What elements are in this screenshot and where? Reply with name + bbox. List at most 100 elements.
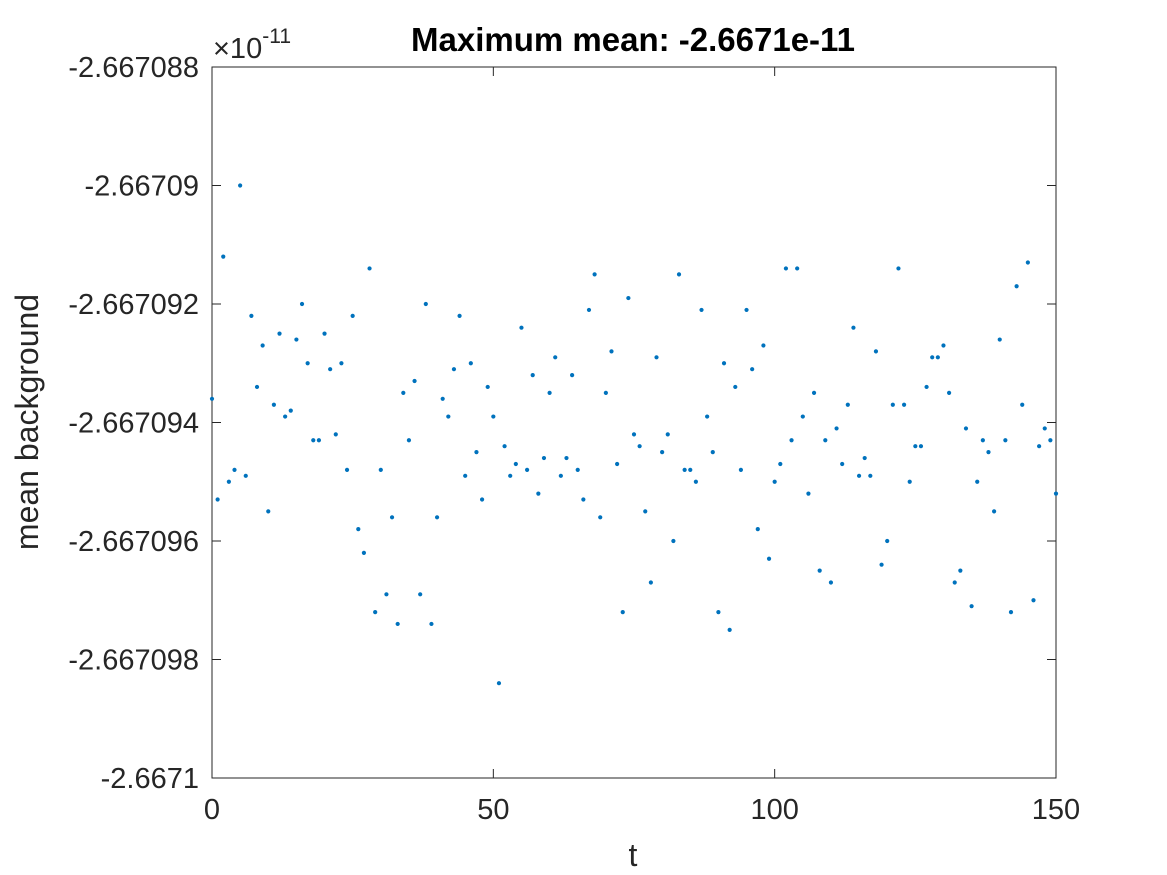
data-point (209, 396, 215, 401)
data-point (226, 479, 231, 484)
data-point (789, 438, 794, 443)
data-point (333, 432, 338, 437)
data-point (665, 432, 670, 437)
data-point (603, 390, 608, 395)
data-point (1003, 438, 1008, 443)
data-point (772, 479, 777, 484)
data-point (350, 313, 355, 318)
data-point (755, 527, 760, 532)
data-point (446, 414, 451, 419)
data-point (750, 367, 755, 372)
data-point (643, 509, 648, 514)
data-point (412, 378, 417, 384)
data-point (215, 497, 220, 502)
data-point (834, 426, 839, 431)
data-point (254, 384, 260, 390)
data-point (429, 621, 434, 627)
data-point (513, 461, 518, 467)
data-point (468, 361, 473, 366)
chart-title: Maximum mean: -2.6671e-11 (411, 21, 855, 58)
data-point (1037, 444, 1042, 449)
data-point (271, 402, 276, 407)
data-point (367, 266, 372, 271)
data-point (856, 473, 862, 478)
data-point (1042, 426, 1047, 431)
data-point (975, 479, 980, 484)
data-point (277, 331, 282, 336)
data-point (738, 467, 744, 472)
y-tick-label: -2.667098 (68, 645, 199, 677)
data-point (243, 473, 248, 478)
y-exponent-base: ×10 (213, 33, 262, 65)
data-point (524, 467, 530, 472)
data-point (620, 610, 625, 615)
data-point (598, 515, 603, 520)
data-point (654, 355, 659, 360)
data-point (671, 538, 676, 544)
data-point (868, 473, 873, 478)
data-point (564, 455, 569, 461)
data-point (434, 515, 440, 520)
y-tick-label: -2.667094 (68, 408, 199, 440)
x-tick-label: 0 (204, 794, 220, 826)
data-point (401, 390, 406, 395)
data-point (1031, 598, 1036, 603)
data-point (806, 491, 811, 496)
data-point (879, 562, 884, 567)
data-point (418, 592, 423, 597)
data-point (828, 580, 834, 585)
data-point (485, 384, 490, 390)
data-point (952, 580, 957, 585)
data-point (980, 438, 985, 443)
y-tick-label: -2.667092 (68, 289, 199, 321)
data-point (761, 343, 766, 348)
data-point (305, 361, 310, 366)
data-point (986, 450, 991, 455)
x-tick-label: 50 (477, 794, 509, 826)
x-tick-group: 0 50 100 150 (204, 67, 1080, 826)
y-tick-label: -2.667088 (68, 52, 199, 84)
data-point (958, 568, 963, 573)
data-point (609, 349, 614, 354)
data-point (626, 295, 631, 301)
data-point (316, 438, 322, 443)
axes-frame (211, 66, 1057, 779)
x-tick-label: 150 (1032, 794, 1080, 826)
data-point (817, 568, 822, 573)
data-point (716, 610, 721, 615)
data-point (463, 473, 468, 478)
data-point (502, 444, 507, 449)
data-point (1025, 260, 1030, 265)
data-point (288, 408, 293, 413)
data-point (266, 509, 271, 514)
data-point (496, 681, 502, 686)
data-points (209, 183, 1059, 686)
data-point (558, 473, 563, 478)
data-point (361, 550, 367, 555)
data-point (727, 627, 732, 632)
data-point (356, 527, 361, 532)
data-point (283, 414, 288, 419)
data-point (479, 497, 485, 502)
data-point (946, 390, 952, 395)
data-point (536, 491, 541, 496)
data-point (1008, 610, 1014, 615)
data-point (232, 467, 237, 472)
data-point (570, 373, 575, 378)
data-point (373, 610, 378, 615)
data-point (997, 337, 1002, 342)
data-point (941, 343, 946, 348)
data-point (491, 414, 496, 419)
data-point (586, 307, 592, 313)
data-point (907, 479, 912, 484)
data-point (840, 461, 845, 467)
data-point (660, 450, 665, 455)
data-point (693, 479, 698, 484)
data-point (581, 497, 586, 502)
data-point (221, 254, 226, 259)
data-point (648, 580, 653, 585)
data-point (733, 384, 738, 390)
data-point (339, 361, 344, 366)
data-point (294, 337, 299, 342)
